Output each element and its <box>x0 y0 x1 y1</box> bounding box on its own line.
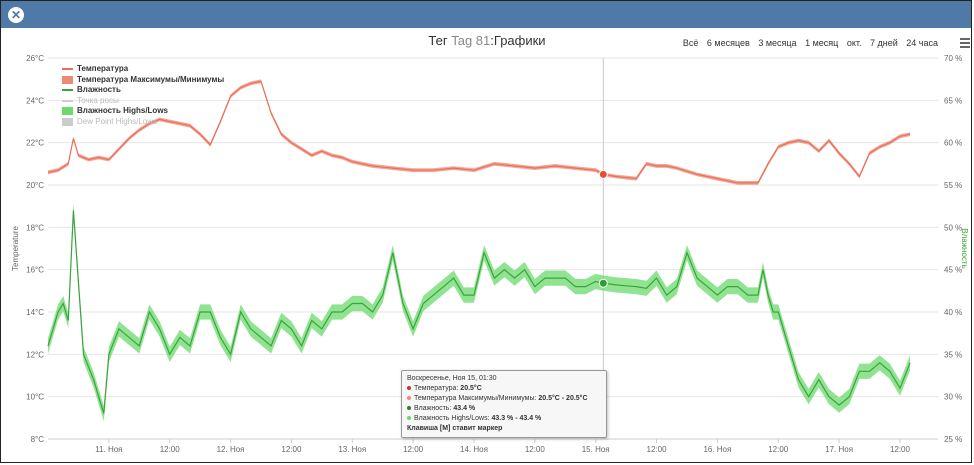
y-tick-label: 24°C <box>26 96 44 105</box>
x-tick-label: 12:00 <box>403 445 424 454</box>
x-tick-label: 12:00 <box>281 445 302 454</box>
x-tick-label: 12:00 <box>768 445 789 454</box>
legend-line-swatch <box>62 89 73 92</box>
y2-tick-label: 50 % <box>944 223 962 232</box>
chart-title: Тег Tag 81:Графики <box>0 33 974 48</box>
tooltip-value: 20.5°C - 20.5°C <box>538 395 588 402</box>
y-tick-label: 14°C <box>26 308 44 317</box>
tooltip-dot <box>407 416 411 421</box>
legend-item[interactable]: Температура Максимумы/Минимумы <box>62 75 224 86</box>
legend-label: Температура Максимумы/Минимумы <box>77 74 225 84</box>
y-tick-label: 18°C <box>26 223 44 232</box>
tooltip-footer: Клавиша [M] ставит маркер <box>407 425 503 432</box>
x-tick-label: 12. Ноя <box>217 445 245 454</box>
close-icon: ✕ <box>10 8 22 22</box>
x-tick-label: 15. Ноя <box>582 445 610 454</box>
legend-label: Dew Point Highs/Lows <box>77 116 158 126</box>
y-tick-label: 20°C <box>26 181 44 190</box>
legend-label: Точка росы <box>77 95 119 105</box>
x-tick-label: 14. Ноя <box>460 445 488 454</box>
range-24-hours[interactable]: 24 часа <box>906 38 938 48</box>
range-3-months[interactable]: 3 месяца <box>758 38 797 48</box>
y2-tick-label: 25 % <box>944 435 962 444</box>
title-prefix: Тег <box>428 33 448 48</box>
range-7-days[interactable]: 7 дней <box>870 38 898 48</box>
legend-item[interactable]: Влажность <box>62 85 224 96</box>
legend-area-swatch <box>62 107 73 116</box>
tooltip-header: Воскресенье, Ноя 15, 01:30 <box>407 375 497 382</box>
legend-label: Влажность <box>77 85 121 94</box>
title-suffix: :Графики <box>490 33 546 48</box>
legend-line-swatch <box>62 99 73 102</box>
tooltip-row: Температура Максимумы/Минимумы: 20.5°C -… <box>407 394 601 404</box>
legend-item[interactable]: Температура <box>62 64 224 75</box>
legend-item[interactable]: Точка росы <box>62 96 224 107</box>
humidity-marker <box>598 278 608 288</box>
range-october[interactable]: окт. <box>846 38 862 48</box>
close-button[interactable]: ✕ <box>8 7 24 23</box>
x-tick-label: 12:00 <box>525 445 546 454</box>
window-titlebar: ✕ <box>1 1 971 28</box>
y2-tick-label: 45 % <box>944 266 962 275</box>
title-tag: Tag 81 <box>451 33 491 48</box>
y-tick-label: 26°C <box>26 54 44 63</box>
legend-item[interactable]: Dew Point Highs/Lows <box>62 117 224 128</box>
chart-legend: Температура Температура Максимумы/Минимум… <box>62 64 224 127</box>
range-1-month[interactable]: 1 месяц <box>805 38 839 48</box>
y-tick-label: 8°C <box>31 435 45 444</box>
range-all[interactable]: Всё <box>682 38 699 48</box>
legend-area-swatch <box>62 117 73 126</box>
tooltip-dot <box>407 396 411 401</box>
hamburger-icon[interactable] <box>960 38 970 48</box>
y2-axis-title: Влажность <box>960 228 969 269</box>
tooltip-row: Влажность: 43.4 % <box>407 404 601 414</box>
legend-item[interactable]: Влажность Highs/Lows <box>62 106 224 117</box>
x-tick-label: 11. Ноя <box>95 445 122 454</box>
tooltip-row: Влажность Highs/Lows: 43.3 % - 43.4 % <box>407 414 601 424</box>
x-tick-label: 17. Ноя <box>825 445 853 454</box>
tooltip-label: Влажность Highs/Lows: <box>414 415 492 422</box>
y-tick-label: 22°C <box>26 139 44 148</box>
tooltip-value: 43.3 % - 43.4 % <box>491 415 542 422</box>
y2-tick-label: 70 % <box>944 54 962 63</box>
tooltip-dot <box>407 406 411 411</box>
tooltip-value: 20.5°C <box>460 385 482 392</box>
tooltip-dot <box>407 386 411 391</box>
tooltip-label: Температура Максимумы/Минимумы: <box>414 395 539 402</box>
x-tick-label: 13. Ноя <box>338 445 366 454</box>
y2-tick-label: 60 % <box>944 139 962 148</box>
tooltip-label: Влажность: <box>414 405 454 412</box>
y2-tick-label: 55 % <box>944 181 962 190</box>
tooltip-value: 43.4 % <box>453 405 476 412</box>
legend-line-swatch <box>62 68 73 71</box>
legend-label: Влажность Highs/Lows <box>77 106 168 115</box>
y2-tick-label: 35 % <box>944 350 962 359</box>
y2-tick-label: 65 % <box>944 96 962 105</box>
tooltip-row: Температура: 20.5°C <box>407 384 601 394</box>
x-tick-label: 12:00 <box>160 445 181 454</box>
temperature-marker <box>598 169 608 179</box>
y2-tick-label: 40 % <box>944 308 962 317</box>
x-tick-label: 12:00 <box>647 445 668 454</box>
range-selector: Всё 6 месяцев 3 месяца 1 месяц окт. 7 дн… <box>677 38 938 48</box>
x-tick-label: 16. Ноя <box>703 445 731 454</box>
range-6-months[interactable]: 6 месяцев <box>706 38 750 48</box>
legend-label: Температура <box>77 64 129 73</box>
x-tick-label: 12:00 <box>890 445 911 454</box>
y-tick-label: 12°C <box>26 350 44 359</box>
y2-tick-label: 30 % <box>944 393 962 402</box>
y-tick-label: 10°C <box>26 393 44 402</box>
temperature-line <box>47 80 911 184</box>
humidity-line <box>47 210 911 414</box>
chart-tooltip: Воскресенье, Ноя 15, 01:30 Температура: … <box>401 370 607 438</box>
y-tick-label: 16°C <box>26 266 44 275</box>
legend-area-swatch <box>62 75 73 84</box>
y-axis-title: Temperature <box>11 226 20 271</box>
tooltip-label: Температура: <box>414 385 461 392</box>
